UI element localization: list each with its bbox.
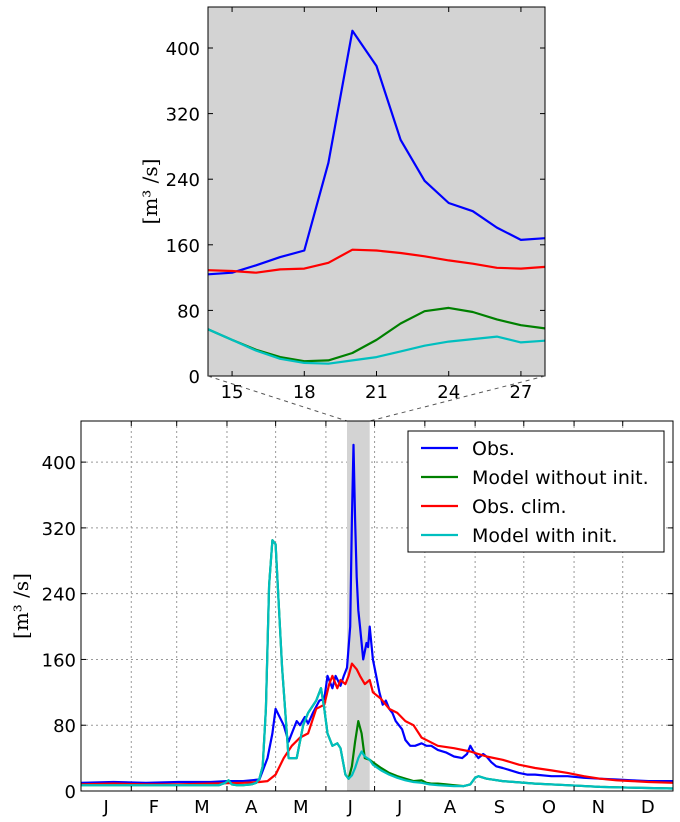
- inset-xtick-label: 27: [509, 382, 532, 403]
- main-ytick-label: 320: [42, 519, 76, 540]
- legend-label-clim: Obs. clim.: [472, 496, 567, 518]
- inset-ytick-label: 400: [166, 39, 200, 60]
- inset-ytick-label: 320: [166, 105, 200, 126]
- inset-ytick-label: 0: [189, 367, 200, 388]
- inset-xtick-label: 21: [365, 382, 388, 403]
- zoom-connector-lines: [207, 375, 546, 422]
- inset-ytick-label: 160: [166, 236, 200, 257]
- main-month-label: J: [347, 797, 353, 818]
- main-month-label: A: [245, 797, 258, 818]
- main-month-label: M: [293, 797, 309, 818]
- main-month-label: N: [592, 797, 605, 818]
- inset-xtick-label: 15: [221, 382, 244, 403]
- main-series-clim: [81, 662, 673, 786]
- main-ytick-label: 0: [65, 782, 76, 803]
- main-series-obs: [81, 443, 673, 784]
- inset-series-model_w: [208, 328, 545, 365]
- legend-label-model_wo: Model without init.: [472, 467, 649, 489]
- inset-xtick-label: 18: [293, 382, 316, 403]
- main-month-label: J: [102, 797, 108, 818]
- main-ytick-label: 400: [42, 453, 76, 474]
- main-month-label: M: [194, 797, 210, 818]
- main-frame: [80, 420, 674, 792]
- legend-label-model_w: Model with init.: [472, 525, 618, 547]
- legend-box: [407, 430, 665, 553]
- main-ytick-label: 80: [53, 716, 76, 737]
- inset-series-clim: [208, 248, 545, 274]
- inset-ytick-label: 80: [177, 301, 200, 322]
- zoom-connector-left: [207, 375, 348, 422]
- zoom-connector-right: [369, 375, 546, 422]
- main-month-label: A: [444, 797, 457, 818]
- inset-plot-background: [208, 7, 545, 376]
- legend-label-obs: Obs.: [472, 438, 515, 460]
- main-chart: 0 80 160 240 320 400 J F M A M J J A S O N D [m³ /s] Obs. Mo…: [9, 420, 674, 818]
- main-series-model_w: [81, 539, 673, 790]
- main-y-axis-label: [m³ /s]: [9, 573, 33, 639]
- inset-y-axis-label: [m³ /s]: [138, 159, 162, 225]
- main-month-label: D: [641, 797, 655, 818]
- inset-chart: 0 80 160 240 320 400 15 18 21 24 27 [m³ /s]: [138, 6, 546, 403]
- main-ytick-label: 240: [42, 585, 76, 606]
- legend: Obs. Model without init. Obs. clim. Model w…: [407, 430, 665, 553]
- main-month-label: O: [542, 797, 556, 818]
- main-month-label: S: [494, 797, 505, 818]
- main-lines: [81, 443, 673, 790]
- main-ytick-label: 160: [42, 650, 76, 671]
- inset-ytick-label: 240: [166, 170, 200, 191]
- inset-lines: [208, 29, 545, 365]
- inset-series-obs: [208, 29, 545, 276]
- main-month-label: J: [396, 797, 402, 818]
- inset-xtick-label: 24: [437, 382, 460, 403]
- main-month-label: F: [149, 797, 159, 818]
